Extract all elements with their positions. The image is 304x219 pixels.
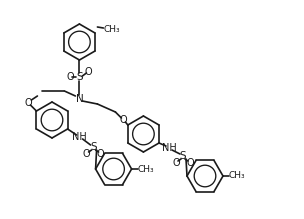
Text: O: O bbox=[119, 115, 127, 125]
Text: S: S bbox=[90, 142, 97, 152]
Text: O: O bbox=[25, 98, 32, 108]
Text: CH₃: CH₃ bbox=[137, 164, 154, 173]
Text: CH₃: CH₃ bbox=[103, 25, 120, 34]
Text: O: O bbox=[97, 149, 104, 159]
Text: O: O bbox=[83, 149, 90, 159]
Text: N: N bbox=[75, 94, 83, 104]
Text: S: S bbox=[76, 72, 83, 82]
Text: O: O bbox=[67, 72, 74, 82]
Text: NH: NH bbox=[162, 143, 176, 153]
Text: S: S bbox=[180, 151, 186, 161]
Text: O: O bbox=[172, 158, 180, 168]
Text: O: O bbox=[186, 158, 194, 168]
Text: NH: NH bbox=[72, 132, 87, 142]
Text: O: O bbox=[85, 67, 92, 77]
Text: CH₃: CH₃ bbox=[229, 171, 245, 180]
